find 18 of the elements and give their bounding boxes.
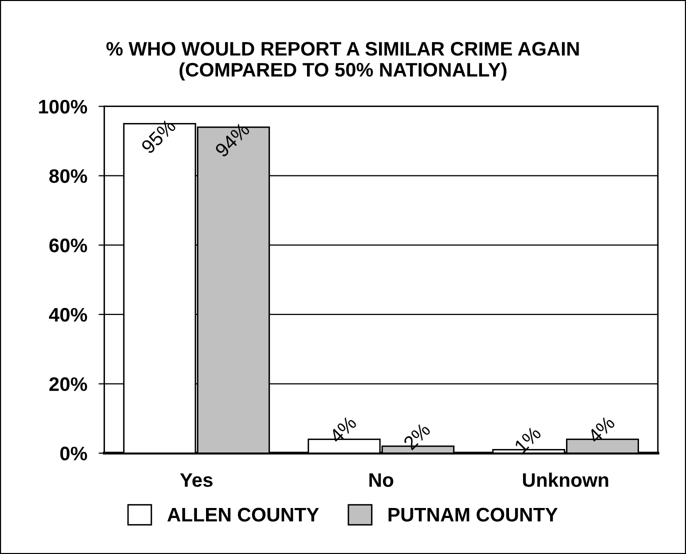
y-tick-label: 40% bbox=[48, 308, 88, 322]
y-tick-label: 80% bbox=[49, 169, 88, 183]
y-tick-label: 0% bbox=[60, 446, 88, 460]
legend-label: ALLEN COUNTY bbox=[167, 508, 319, 522]
y-tick-label: 20% bbox=[49, 377, 88, 392]
data-label: 95% bbox=[140, 118, 177, 154]
data-label: 4% bbox=[586, 415, 616, 444]
x-tick-label: Yes bbox=[180, 473, 213, 487]
data-label: 1% bbox=[514, 426, 542, 454]
x-tick-label: No bbox=[369, 473, 394, 487]
data-label: 4% bbox=[328, 415, 358, 444]
data-label: 94% bbox=[214, 122, 250, 158]
data-label: 2% bbox=[402, 422, 432, 450]
y-tick-label: 100% bbox=[39, 100, 88, 114]
legend-label: PUTNAM COUNTY bbox=[388, 508, 558, 522]
chart-title: % WHO WOULD REPORT A SIMILAR CRIME AGAIN (COMPARED TO 50% NATIONALLY) bbox=[106, 42, 579, 80]
x-tick-label: Unknown bbox=[523, 472, 608, 487]
y-tick-label: 60% bbox=[49, 238, 88, 252]
